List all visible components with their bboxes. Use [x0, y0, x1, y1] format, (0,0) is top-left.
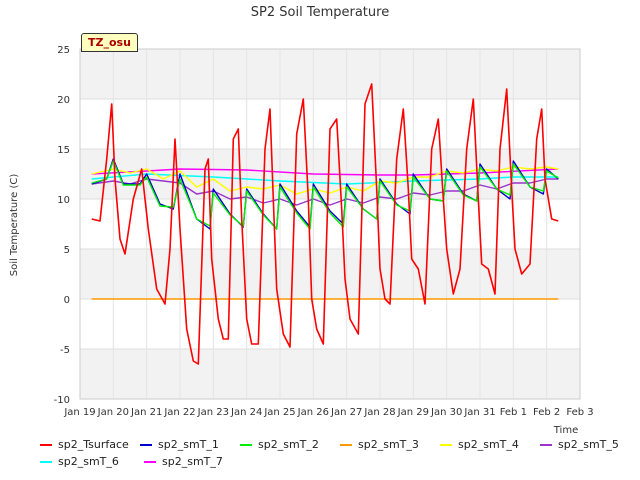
timezone-badge: TZ_osu — [81, 33, 138, 52]
y-tick-label: 5 — [64, 245, 70, 256]
legend-item-sp2_Tsurface: sp2_Tsurface — [36, 438, 136, 451]
legend-swatch — [140, 443, 152, 446]
plot-frame — [79, 48, 581, 400]
band — [80, 299, 580, 349]
y-tick-label: 20 — [57, 95, 70, 106]
legend-swatch — [340, 443, 352, 446]
legend-swatch — [144, 460, 156, 463]
x-tick-label: Jan 19 — [63, 407, 95, 418]
legend-label: sp2_Tsurface — [58, 438, 129, 451]
x-tick-label: Jan 21 — [130, 407, 162, 418]
x-tick-label: Jan 27 — [330, 407, 362, 418]
x-axis-label: Time — [553, 425, 578, 436]
x-tick-label: Jan 31 — [463, 407, 495, 418]
legend-item-sp2_smT_5: sp2_smT_5 — [536, 438, 636, 451]
legend-swatch — [540, 443, 552, 446]
legend-item-sp2_smT_3: sp2_smT_3 — [336, 438, 436, 451]
legend-row: sp2_Tsurface sp2_smT_1 sp2_smT_2 sp2_smT_3 s… — [36, 436, 636, 453]
series-line-sp2_smT_5 — [91, 178, 559, 206]
y-tick-label: -10 — [54, 395, 70, 406]
legend-swatch — [440, 443, 452, 446]
x-tick-label: Jan 20 — [97, 407, 129, 418]
series-line-sp2_smT_4 — [91, 166, 559, 195]
band — [80, 349, 580, 399]
legend: sp2_Tsurface sp2_smT_1 sp2_smT_2 sp2_smT_3 s… — [36, 436, 636, 470]
legend-label: sp2_smT_4 — [458, 438, 519, 451]
y-tick-labels: -10 -5 0 5 10 15 20 25 — [54, 45, 70, 406]
legend-item-sp2_smT_1: sp2_smT_1 — [136, 438, 236, 451]
x-tick-label: Feb 2 — [533, 407, 560, 418]
y-tick-label: 15 — [57, 145, 70, 156]
x-tick-label: Feb 1 — [500, 407, 527, 418]
series-line-sp2_smT_7 — [91, 168, 559, 176]
legend-swatch — [40, 460, 52, 463]
legend-label: sp2_smT_2 — [258, 438, 319, 451]
x-tick-label: Jan 23 — [197, 407, 229, 418]
legend-label: sp2_smT_1 — [158, 438, 219, 451]
series-line-sp2_smT_1 — [91, 158, 559, 230]
legend-swatch — [40, 443, 52, 446]
x-tick-label: Jan 25 — [263, 407, 295, 418]
band — [80, 49, 580, 99]
series-layer — [91, 83, 559, 365]
x-tick-label: Feb 3 — [566, 407, 593, 418]
series-line-sp2_Tsurface — [91, 83, 559, 365]
y-tick-label: 0 — [64, 295, 70, 306]
y-tick-label: 10 — [57, 195, 70, 206]
chart-title: SP2 Soil Temperature — [251, 5, 389, 20]
x-tick-label: Jan 29 — [397, 407, 429, 418]
legend-item-sp2_smT_7: sp2_smT_7 — [140, 455, 244, 468]
series-line-sp2_smT_2 — [91, 160, 559, 230]
legend-item-sp2_smT_6: sp2_smT_6 — [36, 455, 140, 468]
x-tick-label: Jan 26 — [297, 407, 329, 418]
x-tick-label: Jan 28 — [363, 407, 395, 418]
legend-label: sp2_smT_7 — [162, 455, 223, 468]
x-tick-label: Jan 24 — [230, 407, 262, 418]
x-tick-label: Jan 22 — [163, 407, 195, 418]
legend-row: sp2_smT_6 sp2_smT_7 — [36, 453, 636, 470]
band — [80, 199, 580, 249]
y-axis-label: Soil Temperature (C) — [9, 174, 20, 277]
y-tick-label: -5 — [60, 345, 70, 356]
x-tick-labels: Jan 19 Jan 20 Jan 21 Jan 22 Jan 23 Jan 24 Jan … — [63, 407, 593, 418]
legend-label: sp2_smT_5 — [558, 438, 619, 451]
legend-swatch — [240, 443, 252, 446]
legend-label: sp2_smT_3 — [358, 438, 419, 451]
legend-item-sp2_smT_4: sp2_smT_4 — [436, 438, 536, 451]
legend-item-sp2_smT_2: sp2_smT_2 — [236, 438, 336, 451]
x-tick-label: Jan 30 — [430, 407, 462, 418]
y-tick-label: 25 — [57, 45, 70, 56]
legend-label: sp2_smT_6 — [58, 455, 119, 468]
